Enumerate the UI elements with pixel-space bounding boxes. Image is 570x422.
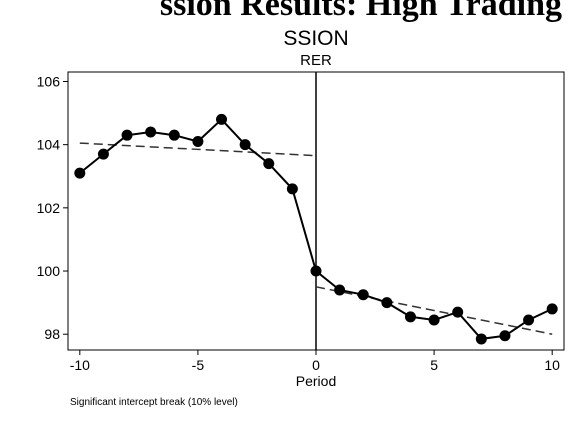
trend-line bbox=[315, 286, 553, 335]
series-group bbox=[74, 113, 558, 345]
trend-lines-group bbox=[79, 142, 553, 335]
data-point bbox=[121, 129, 133, 141]
x-tick-label: 5 bbox=[430, 357, 438, 373]
data-point bbox=[475, 333, 487, 345]
data-point bbox=[523, 314, 535, 326]
x-tick-label: 10 bbox=[544, 357, 560, 373]
footnote: Significant intercept break (10% level) bbox=[70, 397, 238, 408]
data-point bbox=[74, 167, 86, 179]
data-point bbox=[404, 311, 416, 323]
x-axis-label: Period bbox=[296, 373, 336, 389]
data-point bbox=[310, 265, 322, 277]
chart-subtitle: RER bbox=[300, 52, 332, 69]
x-tick-label: -5 bbox=[192, 357, 205, 373]
y-tick-label: 106 bbox=[37, 73, 61, 89]
trend-line bbox=[79, 142, 317, 157]
data-point bbox=[145, 126, 157, 138]
data-point bbox=[216, 113, 228, 125]
y-tick-label: 104 bbox=[37, 137, 61, 153]
clipped-header-text: ssion Results: High Trading bbox=[159, 0, 562, 23]
data-point bbox=[334, 284, 346, 296]
x-tick-label: 0 bbox=[312, 357, 320, 373]
y-tick-label: 102 bbox=[37, 200, 61, 216]
page-header: ssion Results: High Trading bbox=[0, 0, 570, 30]
data-point bbox=[97, 148, 109, 160]
data-point bbox=[546, 303, 558, 315]
chart-title: SSION bbox=[283, 27, 348, 50]
y-tick-label: 100 bbox=[37, 263, 61, 279]
data-point bbox=[452, 306, 464, 318]
x-tick-label: -10 bbox=[70, 357, 90, 373]
data-point bbox=[168, 129, 180, 141]
data-point bbox=[192, 136, 204, 147]
data-point bbox=[239, 139, 251, 151]
data-point bbox=[263, 158, 275, 170]
data-point bbox=[381, 297, 393, 309]
data-point bbox=[499, 330, 511, 342]
y-tick-label: 98 bbox=[44, 326, 60, 342]
data-point bbox=[286, 183, 298, 195]
data-point bbox=[428, 314, 440, 326]
axes-group: 98 100 102 104 106 -10 -5 0 5 10 bbox=[37, 72, 560, 373]
data-point bbox=[357, 289, 369, 301]
